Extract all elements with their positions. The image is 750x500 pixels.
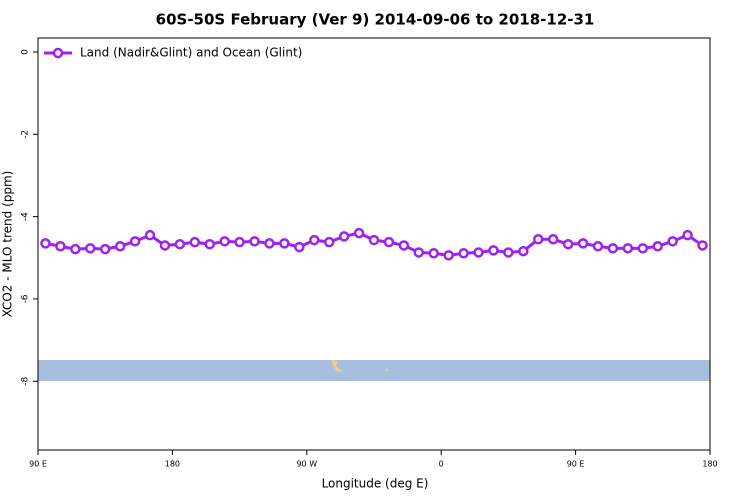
data-point <box>607 243 619 254</box>
data-point <box>383 236 395 248</box>
x-tick-label: 0 <box>439 460 444 469</box>
data-point <box>55 241 66 252</box>
data-point <box>294 241 305 253</box>
chart-title: 60S-50S February (Ver 9) 2014-09-06 to 2… <box>156 11 595 29</box>
data-point <box>562 238 574 250</box>
x-tick-label: 180 <box>702 460 717 469</box>
data-point <box>443 250 454 261</box>
data-point <box>473 247 484 258</box>
plot-frame <box>37 37 711 451</box>
data-point <box>159 240 171 251</box>
data-point <box>518 245 529 257</box>
x-tick-label: 90 E <box>29 460 47 469</box>
data-point <box>70 243 81 255</box>
y-axis-label: XCO2 - MLO trend (ppm) <box>1 171 15 318</box>
data-point <box>99 243 111 255</box>
data-point <box>219 236 230 247</box>
y-tick-label: -8 <box>21 377 31 386</box>
y-tick-label: -4 <box>21 212 31 221</box>
data-point <box>458 248 469 259</box>
x-tick-label: 90 W <box>296 460 317 469</box>
data-point <box>682 229 693 241</box>
data-point <box>368 234 380 246</box>
x-axis-label: Longitude (deg E) <box>322 477 429 491</box>
map-strip <box>38 360 710 381</box>
land-patch <box>331 360 344 372</box>
data-point <box>279 238 290 249</box>
legend-label: Land (Nadir&Glint) and Ocean (Glint) <box>80 46 302 60</box>
data-point <box>637 243 649 254</box>
data-point <box>592 241 604 252</box>
data-point <box>323 236 335 248</box>
legend-marker <box>52 47 64 59</box>
x-tick-label: 180 <box>165 460 180 469</box>
data-point <box>114 241 126 252</box>
data-point <box>204 238 215 250</box>
data-point <box>144 229 156 241</box>
data-point <box>413 247 425 258</box>
data-point <box>428 248 439 259</box>
data-point <box>622 243 634 254</box>
y-tick-label: -6 <box>21 294 31 303</box>
y-tick-label: -2 <box>21 130 31 139</box>
ocean-band <box>38 360 710 381</box>
x-tick-label: 90 E <box>567 460 585 469</box>
data-point <box>533 234 544 245</box>
data-point <box>338 231 350 242</box>
land-patch <box>386 369 388 371</box>
data-point <box>547 234 559 245</box>
data-point <box>85 243 96 254</box>
data-point <box>309 234 320 246</box>
data-point <box>577 238 589 249</box>
data-point <box>40 238 51 249</box>
data-point <box>652 241 663 252</box>
data-point <box>503 247 514 258</box>
data-point <box>174 238 186 250</box>
data-point <box>697 240 708 251</box>
data-point <box>353 227 365 239</box>
data-point <box>129 236 141 247</box>
data-point <box>234 236 245 248</box>
data-point <box>249 236 260 247</box>
data-point <box>667 236 678 247</box>
data-point <box>398 240 410 251</box>
data-point <box>488 245 499 256</box>
y-tick-label: 0 <box>21 49 31 55</box>
data-point <box>189 236 201 248</box>
data-point <box>264 238 275 249</box>
